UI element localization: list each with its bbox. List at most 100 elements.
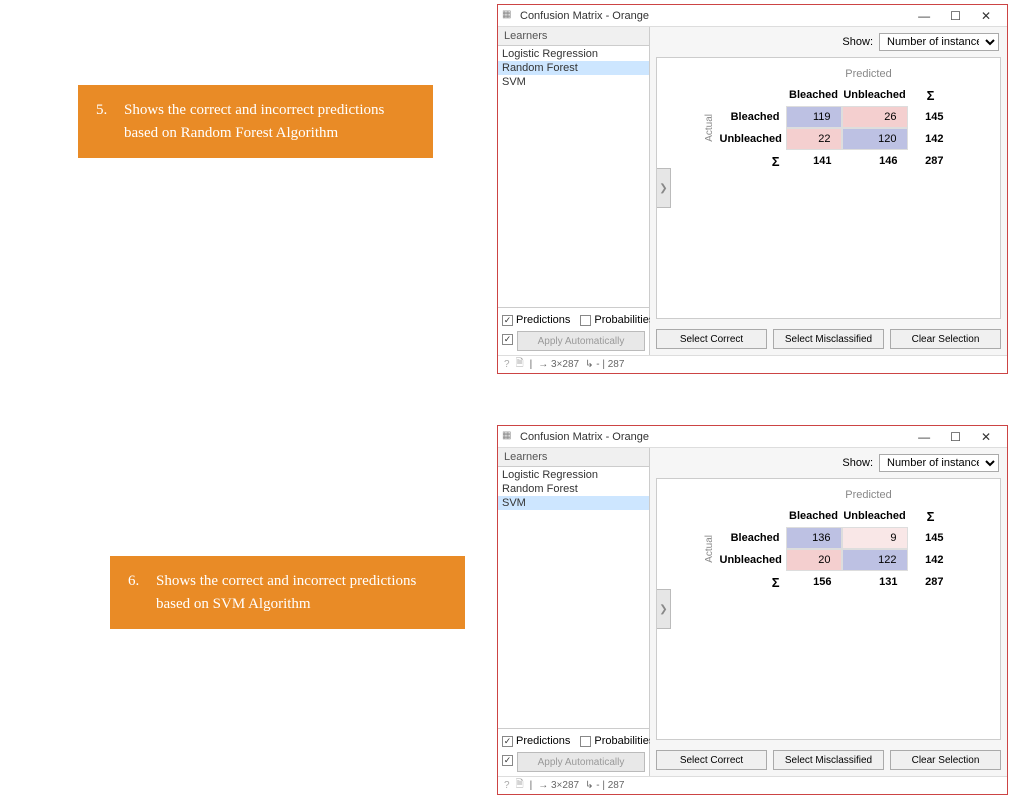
learner-item[interactable]: Random Forest	[498, 61, 649, 75]
row-sum: 145	[908, 111, 954, 123]
learner-item[interactable]: Random Forest	[498, 482, 649, 496]
learner-item[interactable]: Logistic Regression	[498, 468, 649, 482]
show-label: Show:	[842, 36, 873, 48]
apply-button[interactable]: Apply Automatically	[517, 752, 645, 772]
minimize-button[interactable]: —	[912, 9, 936, 23]
select-correct-button[interactable]: Select Correct	[656, 750, 767, 770]
callout-number: 5.	[96, 99, 124, 122]
matrix-cell[interactable]: 120	[842, 128, 908, 150]
col-sum: 146	[842, 155, 908, 167]
output-status: ↳ - | 287	[585, 359, 624, 370]
probabilities-label: Probabilities	[594, 735, 654, 747]
right-pane: Show: Number of instances ❯ Predicted Bl…	[650, 448, 1007, 776]
row-header: Σ	[720, 575, 786, 590]
input-status: → 3×287	[538, 359, 579, 370]
probabilities-checkbox[interactable]: Probabilities	[580, 735, 654, 747]
status-bar: ? 🗎 | → 3×287 ↳ - | 287	[498, 355, 1007, 373]
row-header: Σ	[720, 154, 786, 169]
confusion-matrix-window: ▦ Confusion Matrix - Orange — ☐ ✕ Learne…	[497, 425, 1008, 795]
select-misclassified-button[interactable]: Select Misclassified	[773, 750, 884, 770]
row-header: Unbleached	[720, 133, 786, 145]
confusion-matrix-grid: BleachedUnbleachedΣActualBleached1369145…	[667, 505, 990, 593]
show-select[interactable]: Number of instances	[879, 33, 999, 51]
select-correct-button[interactable]: Select Correct	[656, 329, 767, 349]
window-title: Confusion Matrix - Orange	[520, 431, 912, 443]
help-icon[interactable]: ?	[504, 780, 510, 791]
col-header: Unbleached	[842, 89, 908, 101]
maximize-button[interactable]: ☐	[944, 9, 967, 23]
status-bar: ? 🗎 | → 3×287 ↳ - | 287	[498, 776, 1007, 794]
callout-text: Shows the correct and incorrect predicti…	[124, 99, 414, 144]
left-pane: Learners Logistic RegressionRandom Fores…	[498, 27, 650, 355]
confusion-matrix-window: ▦ Confusion Matrix - Orange — ☐ ✕ Learne…	[497, 4, 1008, 374]
matrix-cell[interactable]: 22	[786, 128, 842, 150]
show-label: Show:	[842, 457, 873, 469]
apply-auto-checkbox[interactable]: ✓	[502, 334, 513, 345]
total-sum: 287	[908, 576, 954, 588]
show-select[interactable]: Number of instances	[879, 454, 999, 472]
titlebar[interactable]: ▦ Confusion Matrix - Orange — ☐ ✕	[498, 5, 1007, 27]
row-sum: 145	[908, 532, 954, 544]
expand-tab[interactable]: ❯	[657, 168, 671, 208]
close-button[interactable]: ✕	[975, 430, 997, 444]
learners-header: Learners	[498, 27, 649, 46]
learners-list: Logistic RegressionRandom ForestSVM	[498, 467, 649, 728]
actual-axis-label: Actual	[704, 114, 720, 142]
col-sum: 141	[786, 155, 842, 167]
col-header: Unbleached	[842, 510, 908, 522]
col-sum: 156	[786, 576, 842, 588]
clear-selection-button[interactable]: Clear Selection	[890, 329, 1001, 349]
learners-list: Logistic RegressionRandom ForestSVM	[498, 46, 649, 307]
col-header: Σ	[908, 509, 954, 524]
predictions-label: Predictions	[516, 735, 570, 747]
matrix-cell[interactable]: 136	[786, 527, 842, 549]
expand-tab[interactable]: ❯	[657, 589, 671, 629]
row-header: Bleached	[720, 532, 786, 544]
col-header: Bleached	[786, 89, 842, 101]
save-icon[interactable]: 🗎	[516, 777, 524, 794]
minimize-button[interactable]: —	[912, 430, 936, 444]
actual-axis-label: Actual	[704, 535, 720, 563]
status-divider: |	[530, 780, 533, 791]
probabilities-label: Probabilities	[594, 314, 654, 326]
select-misclassified-button[interactable]: Select Misclassified	[773, 329, 884, 349]
probabilities-checkbox[interactable]: Probabilities	[580, 314, 654, 326]
row-header: Unbleached	[720, 554, 786, 566]
col-header: Σ	[908, 88, 954, 103]
close-button[interactable]: ✕	[975, 9, 997, 23]
predictions-checkbox[interactable]: ✓Predictions	[502, 314, 570, 326]
right-pane: Show: Number of instances ❯ Predicted Bl…	[650, 27, 1007, 355]
predictions-checkbox[interactable]: ✓Predictions	[502, 735, 570, 747]
total-sum: 287	[908, 155, 954, 167]
matrix-cell[interactable]: 9	[842, 527, 908, 549]
help-icon[interactable]: ?	[504, 359, 510, 370]
learner-item[interactable]: Logistic Regression	[498, 47, 649, 61]
predicted-axis-label: Predicted	[667, 489, 990, 501]
row-sum: 142	[908, 554, 954, 566]
predictions-label: Predictions	[516, 314, 570, 326]
clear-selection-button[interactable]: Clear Selection	[890, 750, 1001, 770]
window-title: Confusion Matrix - Orange	[520, 10, 912, 22]
matrix-cell[interactable]: 20	[786, 549, 842, 571]
learner-item[interactable]: SVM	[498, 496, 649, 510]
col-sum: 131	[842, 576, 908, 588]
titlebar[interactable]: ▦ Confusion Matrix - Orange — ☐ ✕	[498, 426, 1007, 448]
confusion-matrix-grid: BleachedUnbleachedΣActualBleached1192614…	[667, 84, 990, 172]
app-icon: ▦	[502, 430, 516, 444]
matrix-cell[interactable]: 26	[842, 106, 908, 128]
save-icon[interactable]: 🗎	[516, 356, 524, 373]
callout-number: 6.	[128, 570, 156, 593]
app-icon: ▦	[502, 9, 516, 23]
matrix-cell[interactable]: 122	[842, 549, 908, 571]
learners-header: Learners	[498, 448, 649, 467]
matrix-cell[interactable]: 119	[786, 106, 842, 128]
learner-item[interactable]: SVM	[498, 75, 649, 89]
predicted-axis-label: Predicted	[667, 68, 990, 80]
col-header: Bleached	[786, 510, 842, 522]
apply-button[interactable]: Apply Automatically	[517, 331, 645, 351]
maximize-button[interactable]: ☐	[944, 430, 967, 444]
callout-text: Shows the correct and incorrect predicti…	[156, 570, 446, 615]
apply-auto-checkbox[interactable]: ✓	[502, 755, 513, 766]
matrix-area: ❯ Predicted BleachedUnbleachedΣActualBle…	[656, 57, 1001, 319]
input-status: → 3×287	[538, 780, 579, 791]
